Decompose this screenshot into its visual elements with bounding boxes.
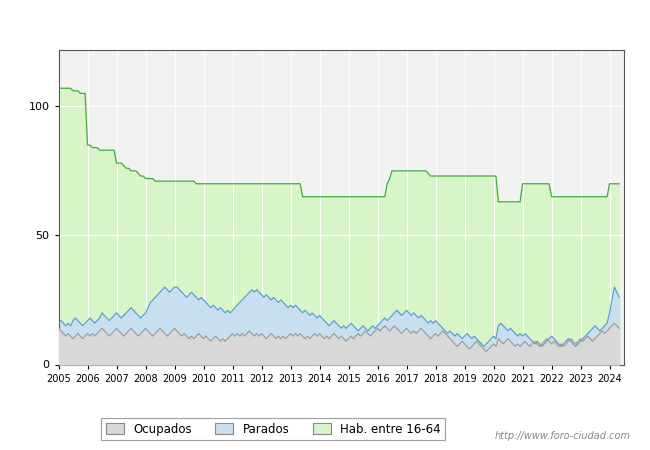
Text: FORO-CIUDAD.COM: FORO-CIUDAD.COM (220, 213, 462, 233)
Text: http://www.foro-ciudad.com: http://www.foro-ciudad.com (495, 431, 630, 441)
Text: Durón - Evolucion de la poblacion en edad de Trabajar Mayo de 2024: Durón - Evolucion de la poblacion en eda… (72, 10, 578, 26)
Legend: Ocupados, Parados, Hab. entre 16-64: Ocupados, Parados, Hab. entre 16-64 (101, 418, 445, 441)
